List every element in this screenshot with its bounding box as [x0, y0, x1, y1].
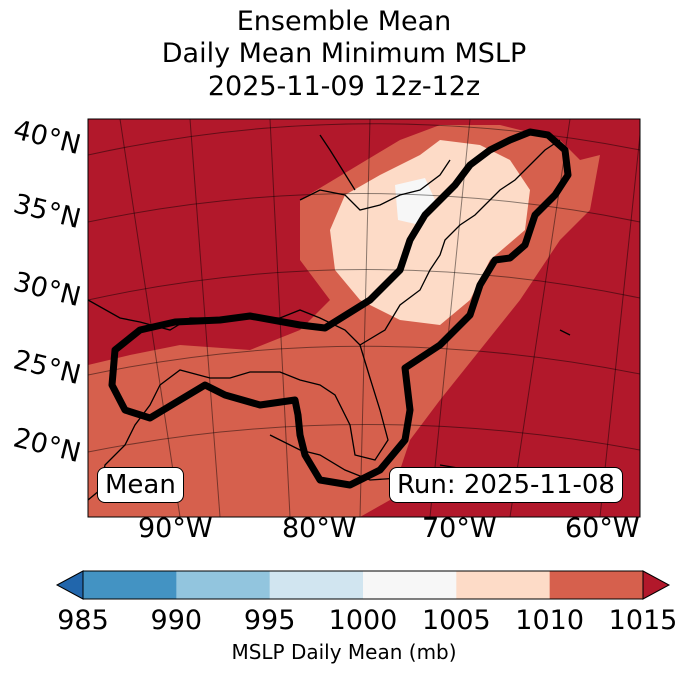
- lon-label-80w: 80°W: [282, 513, 357, 544]
- colorbar-swatch: [83, 571, 177, 599]
- map-frame: [87, 118, 641, 518]
- colorbar-tick-label: 985: [57, 605, 109, 636]
- outlook-contour: [108, 128, 572, 489]
- colorbar-label: MSLP Daily Mean (mb): [231, 640, 457, 664]
- colorbar-frame: [82, 570, 644, 600]
- colorbar-swatch: [363, 571, 457, 599]
- lon-label-70w: 70°W: [422, 513, 497, 544]
- colorbar-tick-label: 995: [243, 605, 296, 636]
- colorbar-under-arrow: [55, 570, 84, 600]
- colorbar-tick-label: 1000: [328, 605, 398, 636]
- colorbar-tick-label: 1010: [515, 605, 585, 636]
- title-line-3: 2025-11-09 12z-12z: [207, 71, 481, 102]
- run-date-label: Run: 2025-11-08: [389, 467, 623, 503]
- lon-label-60w: 60°W: [565, 513, 640, 544]
- colorbar-swatch: [176, 571, 271, 599]
- colorbar-over-arrow: [642, 570, 671, 600]
- colorbar-tick-label: 1005: [421, 605, 491, 636]
- title-line-2: Daily Mean Minimum MSLP: [161, 38, 527, 69]
- mean-label: Mean: [97, 467, 184, 503]
- map-panel: [87, 118, 641, 518]
- colorbar-swatch: [456, 571, 551, 599]
- colorbar-tick-label: 1015: [608, 605, 678, 636]
- colorbar-swatch: [269, 571, 364, 599]
- colorbar-swatch: [549, 571, 644, 599]
- title-line-1: Ensemble Mean: [236, 6, 452, 37]
- colorbar-tick-label: 990: [150, 605, 203, 636]
- colorbar-swatches: [83, 571, 644, 599]
- lon-label-90w: 90°W: [138, 513, 213, 544]
